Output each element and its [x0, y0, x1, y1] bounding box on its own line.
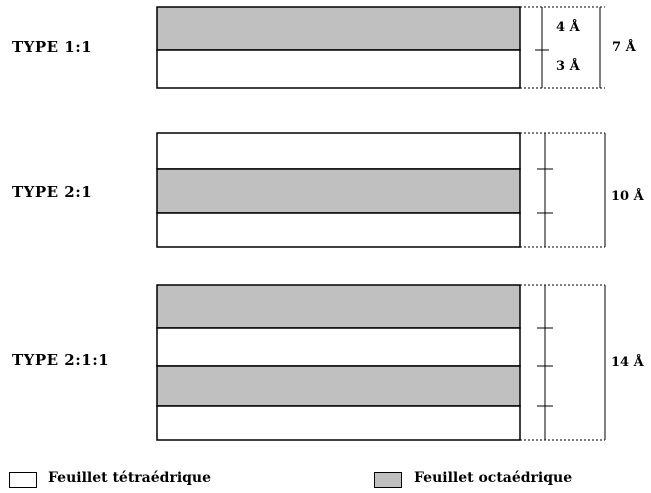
- tetrahedral-sheet: [156, 405, 521, 441]
- type-2-1-block: [156, 132, 521, 248]
- type-2-1-1-label: TYPE 2:1:1: [12, 351, 110, 369]
- octahedral-sheet: [156, 365, 521, 407]
- legend-tetrahedral-swatch: [9, 472, 37, 488]
- type-2-1-dimensions: [520, 132, 606, 248]
- type-1-1-block: [156, 6, 521, 89]
- octahedral-thickness-label: 4 Å: [556, 20, 580, 35]
- type-2-1-1-dimensions: [520, 284, 606, 441]
- tetrahedral-sheet: [156, 327, 521, 367]
- octahedral-sheet: [156, 284, 521, 329]
- type-1-1-total-label: 7 Å: [612, 40, 636, 55]
- type-2-1-label: TYPE 2:1: [12, 183, 93, 201]
- type-2-1-1-block: [156, 284, 521, 441]
- tetrahedral-thickness-label: 3 Å: [556, 59, 580, 74]
- legend-tetrahedral-label: Feuillet tétraédrique: [48, 470, 212, 486]
- type-2-1-1-total-label: 14 Å: [611, 355, 644, 370]
- octahedral-sheet: [156, 168, 521, 214]
- tetrahedral-sheet: [156, 132, 521, 170]
- type-1-1-label: TYPE 1:1: [12, 38, 93, 56]
- tetrahedral-sheet: [156, 49, 521, 89]
- legend-octahedral-label: Feuillet octaédrique: [414, 470, 573, 486]
- legend-octahedral-swatch: [374, 472, 402, 488]
- octahedral-sheet: [156, 6, 521, 51]
- tetrahedral-sheet: [156, 212, 521, 248]
- type-2-1-total-label: 10 Å: [611, 189, 644, 204]
- type-1-1-dimensions: [520, 6, 605, 89]
